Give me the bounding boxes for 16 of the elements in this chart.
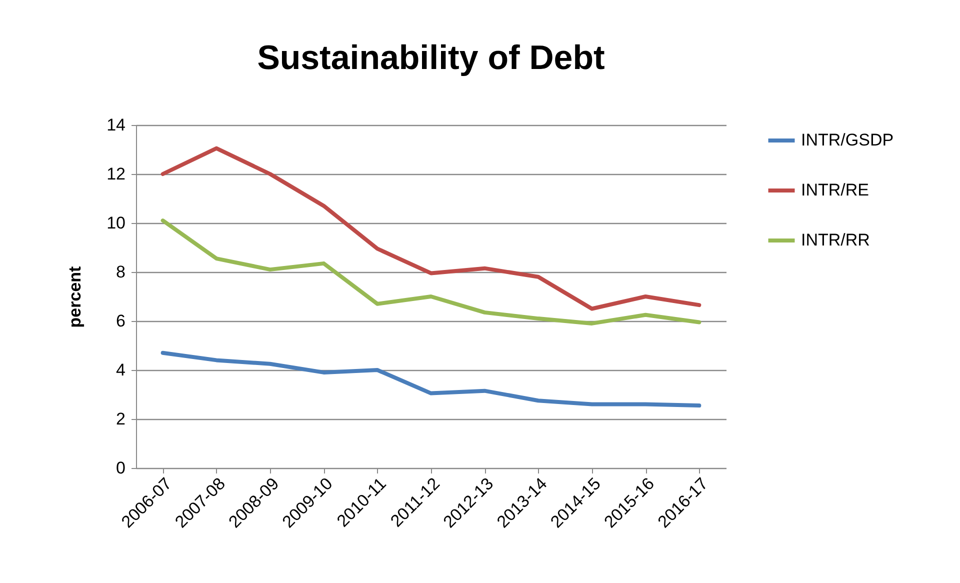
legend-label: INTR/GSDP <box>801 130 894 150</box>
y-tick-label: 0 <box>116 458 126 478</box>
line-series <box>160 218 702 326</box>
y-tick-label: 14 <box>106 116 126 134</box>
y-tick-label: 4 <box>116 360 126 380</box>
legend-label: INTR/RR <box>801 230 870 250</box>
y-tick-label: 10 <box>106 214 126 232</box>
legend-label: INTR/RE <box>801 180 869 200</box>
chart-title: Sustainability of Debt <box>257 39 605 77</box>
line-series <box>160 350 702 408</box>
y-tick-label: 2 <box>116 410 126 428</box>
y-tick-label: 12 <box>106 164 126 184</box>
line-series <box>160 146 702 311</box>
y-tick-label: 8 <box>116 262 126 282</box>
y-tick-label: 6 <box>116 312 126 330</box>
y-axis-title: percent <box>66 266 85 328</box>
